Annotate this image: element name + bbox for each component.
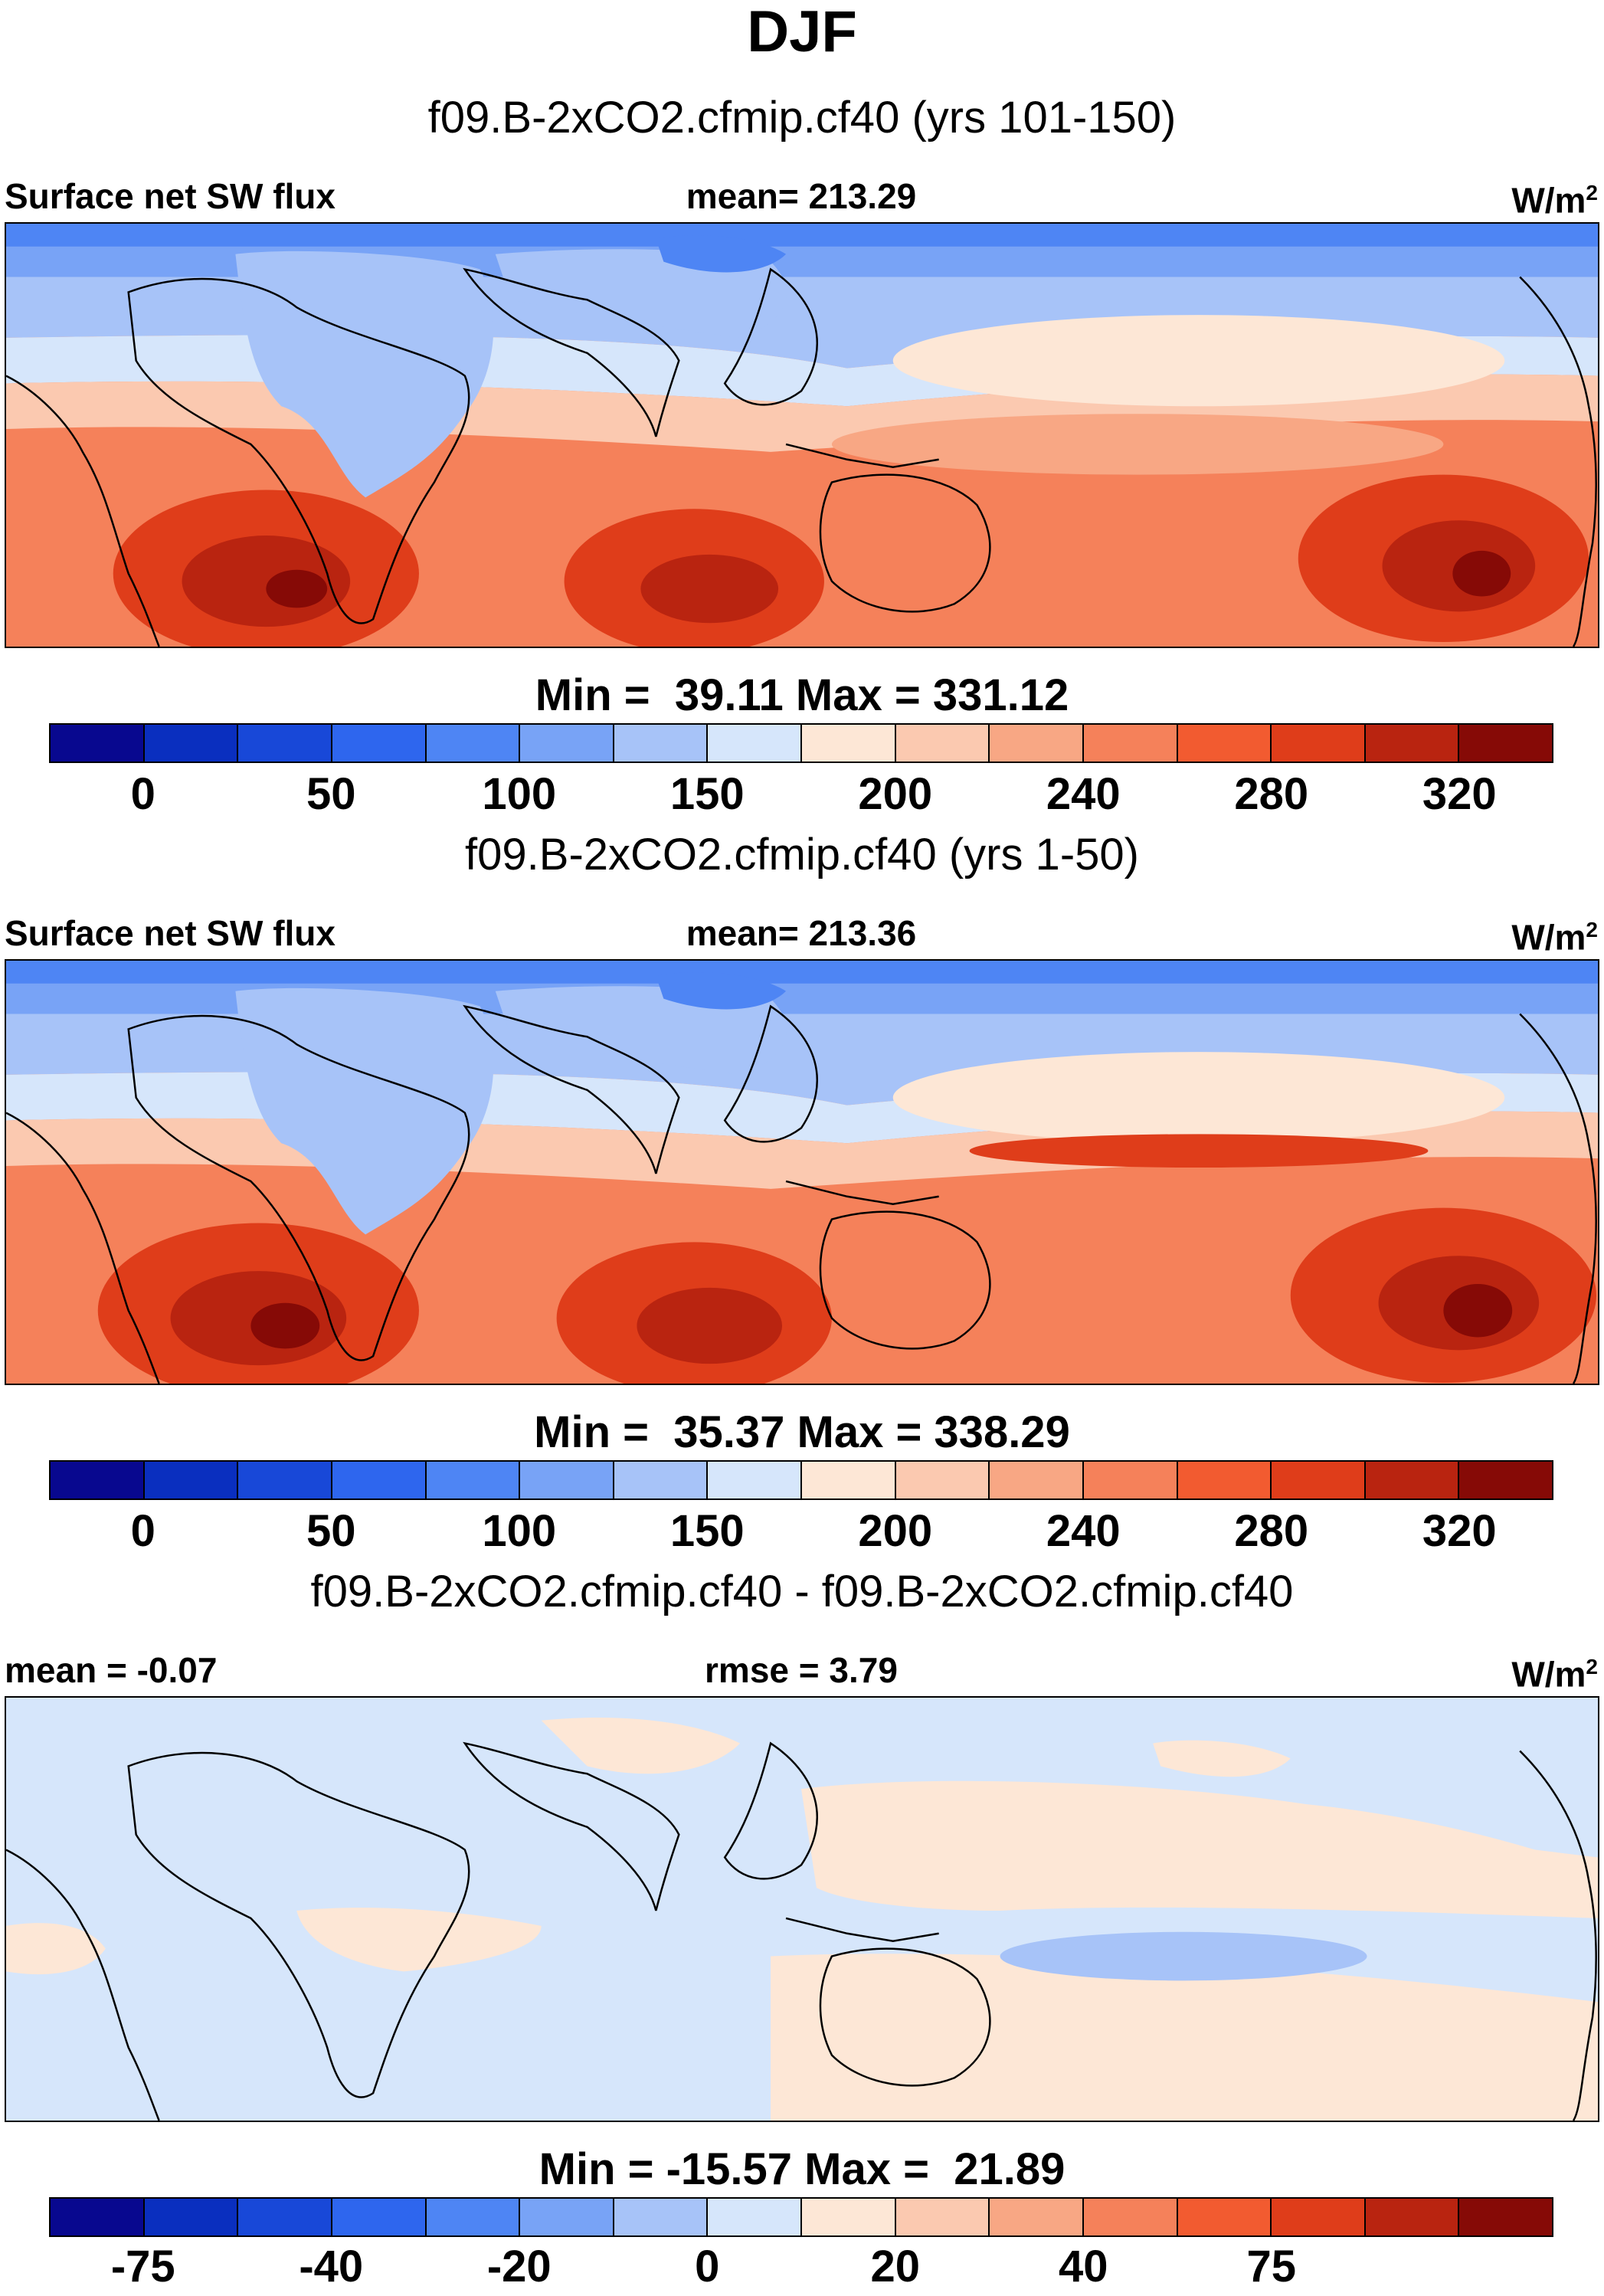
colorbar-swatch-9 <box>895 2199 990 2235</box>
colorbar-tick-label: 280 <box>1234 1506 1309 1556</box>
colorbar-swatch-15 <box>1459 2199 1552 2235</box>
colorbar-swatch-1 <box>144 2199 239 2235</box>
colorbar-swatch-4 <box>426 2199 521 2235</box>
colorbar-swatch-0 <box>51 1462 145 1498</box>
panel-1-colorbar <box>49 723 1553 763</box>
colorbar-tick-label: 0 <box>695 2242 720 2291</box>
colorbar-tick-label: 320 <box>1422 769 1497 819</box>
colorbar-swatch-8 <box>802 2199 896 2235</box>
colorbar-tick-label: 280 <box>1234 769 1309 819</box>
colorbar-swatch-13 <box>1272 725 1366 762</box>
panel-3-rmse-label: rmse = 3.79 <box>705 1650 898 1690</box>
colorbar-swatch-15 <box>1459 725 1552 762</box>
colorbar-swatch-14 <box>1365 1462 1460 1498</box>
colorbar-tick-label: 100 <box>482 1506 557 1556</box>
colorbar-swatch-6 <box>614 2199 709 2235</box>
panel-3-minmax: Min = -15.57 Max = 21.89 <box>538 2144 1066 2194</box>
colorbar-tick-label: 240 <box>1046 1506 1121 1556</box>
panel-3-map <box>5 1696 1599 2122</box>
colorbar-swatch-14 <box>1365 2199 1460 2235</box>
colorbar-swatch-5 <box>520 2199 614 2235</box>
colorbar-swatch-7 <box>708 2199 802 2235</box>
colorbar-swatch-8 <box>802 1462 896 1498</box>
panel-3-colorbar <box>49 2197 1553 2237</box>
colorbar-swatch-7 <box>708 725 802 762</box>
panel-3-case-title: f09.B-2xCO2.cfmip.cf40 - f09.B-2xCO2.cfm… <box>310 1567 1294 1616</box>
colorbar-tick-label: 20 <box>870 2242 921 2291</box>
colorbar-tick-label: 100 <box>482 769 557 819</box>
panel-1-map <box>5 222 1599 648</box>
colorbar-swatch-11 <box>1083 725 1178 762</box>
colorbar-swatch-13 <box>1272 2199 1366 2235</box>
colorbar-swatch-2 <box>238 725 332 762</box>
colorbar-tick-label: -75 <box>110 2242 175 2291</box>
colorbar-swatch-2 <box>238 1462 332 1498</box>
panel-3-mean-label: mean = -0.07 <box>5 1650 218 1690</box>
colorbar-swatch-12 <box>1177 1462 1272 1498</box>
colorbar-swatch-10 <box>990 1462 1084 1498</box>
colorbar-tick-label: 320 <box>1422 1506 1497 1556</box>
colorbar-swatch-10 <box>990 725 1084 762</box>
colorbar-swatch-5 <box>520 1462 614 1498</box>
colorbar-tick-label: 200 <box>858 1506 933 1556</box>
panel-2-colorbar-ticks: 0 50 100 150 200 240 280 320 <box>49 1506 1553 1560</box>
colorbar-swatch-1 <box>144 1462 239 1498</box>
colorbar-swatch-12 <box>1177 2199 1272 2235</box>
colorbar-tick-label: 0 <box>130 769 155 819</box>
colorbar-tick-label: 75 <box>1246 2242 1297 2291</box>
colorbar-swatch-5 <box>520 725 614 762</box>
colorbar-swatch-3 <box>332 2199 427 2235</box>
colorbar-swatch-4 <box>426 1462 521 1498</box>
panel-1-minmax: Min = 39.11 Max = 331.12 <box>535 670 1069 720</box>
panel-2-map <box>5 959 1599 1385</box>
colorbar-swatch-0 <box>51 2199 145 2235</box>
colorbar-tick-label: 150 <box>669 1506 745 1556</box>
panel-3-units-label: W/m2 <box>1511 1654 1598 1695</box>
colorbar-swatch-6 <box>614 725 709 762</box>
colorbar-tick-label: 50 <box>306 769 356 819</box>
panel-3-colorbar-ticks: -75 -40 -20 0 20 40 75 <box>49 2242 1553 2295</box>
colorbar-swatch-8 <box>802 725 896 762</box>
colorbar-swatch-6 <box>614 1462 709 1498</box>
colorbar-swatch-11 <box>1083 2199 1178 2235</box>
colorbar-swatch-2 <box>238 2199 332 2235</box>
figure-title: DJF <box>747 0 857 64</box>
colorbar-tick-label: 200 <box>858 769 933 819</box>
colorbar-tick-label: -40 <box>299 2242 364 2291</box>
colorbar-swatch-9 <box>895 1462 990 1498</box>
colorbar-tick-label: 150 <box>669 769 745 819</box>
panel-2-case-title: f09.B-2xCO2.cfmip.cf40 (yrs 1-50) <box>465 830 1139 879</box>
colorbar-tick-label: 50 <box>306 1506 356 1556</box>
colorbar-swatch-11 <box>1083 1462 1178 1498</box>
colorbar-tick-label: 0 <box>130 1506 155 1556</box>
colorbar-swatch-3 <box>332 725 427 762</box>
colorbar-swatch-3 <box>332 1462 427 1498</box>
panel-2-variable-label: Surface net SW flux <box>5 913 336 953</box>
colorbar-swatch-0 <box>51 725 145 762</box>
colorbar-tick-label: 40 <box>1058 2242 1108 2291</box>
colorbar-swatch-7 <box>708 1462 802 1498</box>
panel-1-map-graphic <box>6 224 1598 647</box>
colorbar-swatch-14 <box>1365 725 1460 762</box>
colorbar-tick-label: -20 <box>486 2242 552 2291</box>
colorbar-swatch-15 <box>1459 1462 1552 1498</box>
colorbar-swatch-10 <box>990 2199 1084 2235</box>
panel-1-colorbar-ticks: 0 50 100 150 200 240 280 320 <box>49 769 1553 823</box>
panel-2-minmax: Min = 35.37 Max = 338.29 <box>534 1407 1070 1457</box>
panel-2-mean-label: mean= 213.36 <box>686 913 917 953</box>
panel-2-map-graphic <box>6 961 1598 1384</box>
panel-3-map-graphic <box>6 1698 1598 2121</box>
colorbar-swatch-13 <box>1272 1462 1366 1498</box>
panel-1-case-title: f09.B-2xCO2.cfmip.cf40 (yrs 101-150) <box>427 93 1177 142</box>
panel-1-variable-label: Surface net SW flux <box>5 176 336 216</box>
colorbar-swatch-9 <box>895 725 990 762</box>
colorbar-swatch-1 <box>144 725 239 762</box>
colorbar-swatch-4 <box>426 725 521 762</box>
panel-2-colorbar <box>49 1460 1553 1500</box>
colorbar-swatch-12 <box>1177 725 1272 762</box>
panel-1-mean-label: mean= 213.29 <box>686 176 917 216</box>
panel-1-units-label: W/m2 <box>1511 180 1598 221</box>
colorbar-tick-label: 240 <box>1046 769 1121 819</box>
panel-2-units-label: W/m2 <box>1511 917 1598 958</box>
